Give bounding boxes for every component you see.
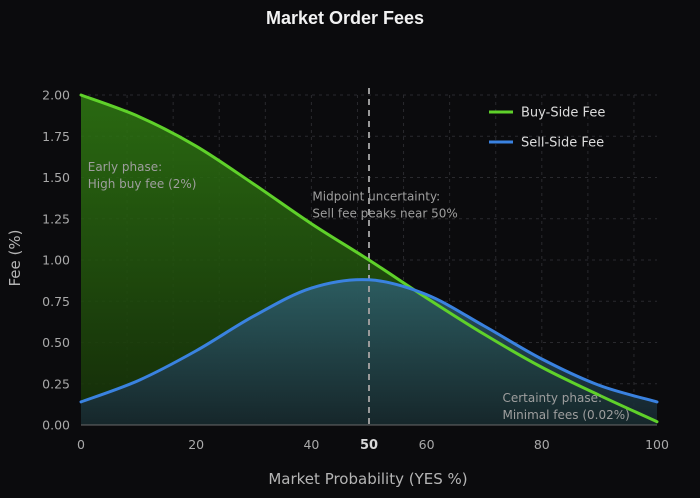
legend-label: Sell-Side Fee	[521, 136, 604, 151]
x-tick-label: 20	[188, 437, 204, 452]
legend-label: Buy-Side Fee	[521, 106, 605, 121]
x-tick-label: 60	[419, 437, 435, 452]
x-axis-label: Market Probability (YES %)	[268, 470, 467, 488]
x-tick-label: 0	[77, 437, 85, 452]
annotation-1: Midpoint uncertainty: Sell fee peaks near…	[312, 190, 457, 221]
x-tick-label: 50	[360, 438, 378, 453]
annotation-0: Early phase: High buy fee (2%)	[88, 160, 197, 191]
y-tick-label: 0.50	[42, 335, 70, 350]
x-tick-label: 40	[303, 437, 319, 452]
y-tick-label: 1.75	[42, 129, 70, 144]
series-line-1	[79, 278, 659, 404]
axes: 0 20 40 50 60 80 100 0.00 0.25 0.50 0.75 1.00 1.25 1.…	[42, 88, 669, 454]
x-tick-label: 100	[645, 437, 669, 452]
y-tick-label: 0.25	[42, 376, 70, 391]
annotations: Early phase: High buy fee (2%) Midpoint un…	[88, 160, 630, 422]
y-tick-label: 1.50	[42, 170, 70, 185]
annotation-2: Certainty phase: Minimal fees (0.02%)	[502, 391, 629, 422]
y-tick-label: 1.00	[42, 253, 70, 268]
legend: Buy-Side Fee Sell-Side Fee	[489, 106, 605, 151]
y-tick-label: 1.25	[42, 211, 70, 226]
x-tick-label: 80	[534, 437, 550, 452]
chart-title: Market Order Fees	[266, 8, 424, 28]
y-tick-label: 0.00	[42, 418, 70, 433]
y-tick-label: 2.00	[42, 88, 70, 103]
series-line-0	[79, 93, 659, 424]
y-tick-label: 0.75	[42, 294, 70, 309]
series-lines	[79, 93, 659, 424]
y-axis-label: Fee (%)	[6, 230, 24, 287]
